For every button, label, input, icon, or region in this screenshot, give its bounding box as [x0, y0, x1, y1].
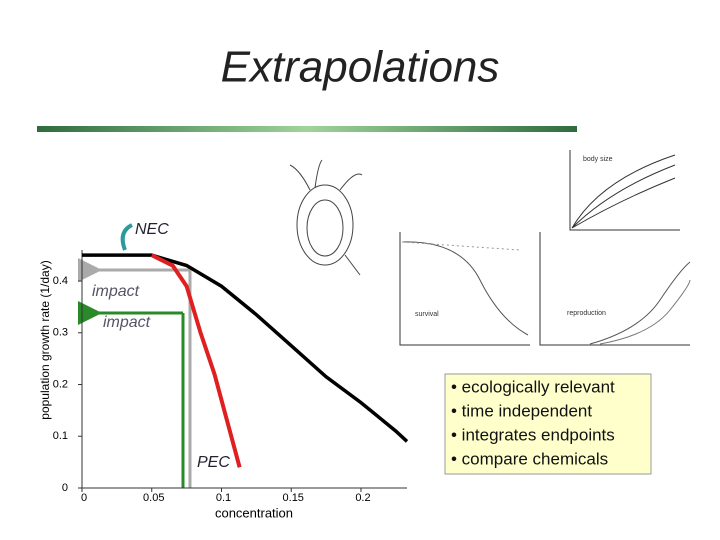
plot: 0 0.1 0.2 0.3 0.4 0 0.05 0.1 0.15 0.2 concentratio… — [38, 221, 409, 520]
thumbnail-charts — [399, 150, 691, 346]
y-tick-label: 0.1 — [53, 430, 68, 442]
x-tick-label: 0.1 — [216, 492, 231, 504]
bullet-item: • time independent — [451, 401, 592, 420]
thumbnail-label: reproduction — [567, 310, 606, 317]
daphnia-illustration — [289, 159, 363, 276]
bullets: • ecologically relevant • time independen… — [451, 377, 615, 468]
x-axis-label: concentration — [215, 505, 293, 520]
thumbnail-label: body size — [583, 156, 613, 163]
y-tick-label: 0.2 — [53, 378, 68, 390]
series-line — [82, 253, 409, 443]
bullet-item: • ecologically relevant — [451, 377, 615, 396]
y-tick-label: 0.3 — [53, 327, 68, 339]
x-tick-label: 0.15 — [283, 492, 304, 504]
bullet-item: • integrates endpoints — [451, 425, 615, 444]
annotation: impact — [92, 283, 140, 300]
series-line — [150, 253, 242, 468]
x-tick-label: 0 — [81, 492, 87, 504]
annotation: NEC — [135, 221, 169, 238]
annotation: PEC — [197, 454, 230, 471]
nec-arrow — [120, 223, 134, 251]
x-tick-label: 0.05 — [143, 492, 164, 504]
title: Extrapolations — [221, 43, 500, 92]
title-rule — [37, 126, 577, 132]
x-tick-label: 0.2 — [355, 492, 370, 504]
annotation: impact — [103, 314, 151, 331]
bullet-item: • compare chemicals — [451, 449, 608, 468]
bullet-box — [444, 373, 652, 475]
y-tick-label: 0.4 — [53, 275, 68, 287]
y-axis-label: population growth rate (1/day) — [38, 260, 52, 419]
thumbnail-label: survival — [415, 311, 439, 318]
y-tick-label: 0 — [62, 482, 68, 494]
